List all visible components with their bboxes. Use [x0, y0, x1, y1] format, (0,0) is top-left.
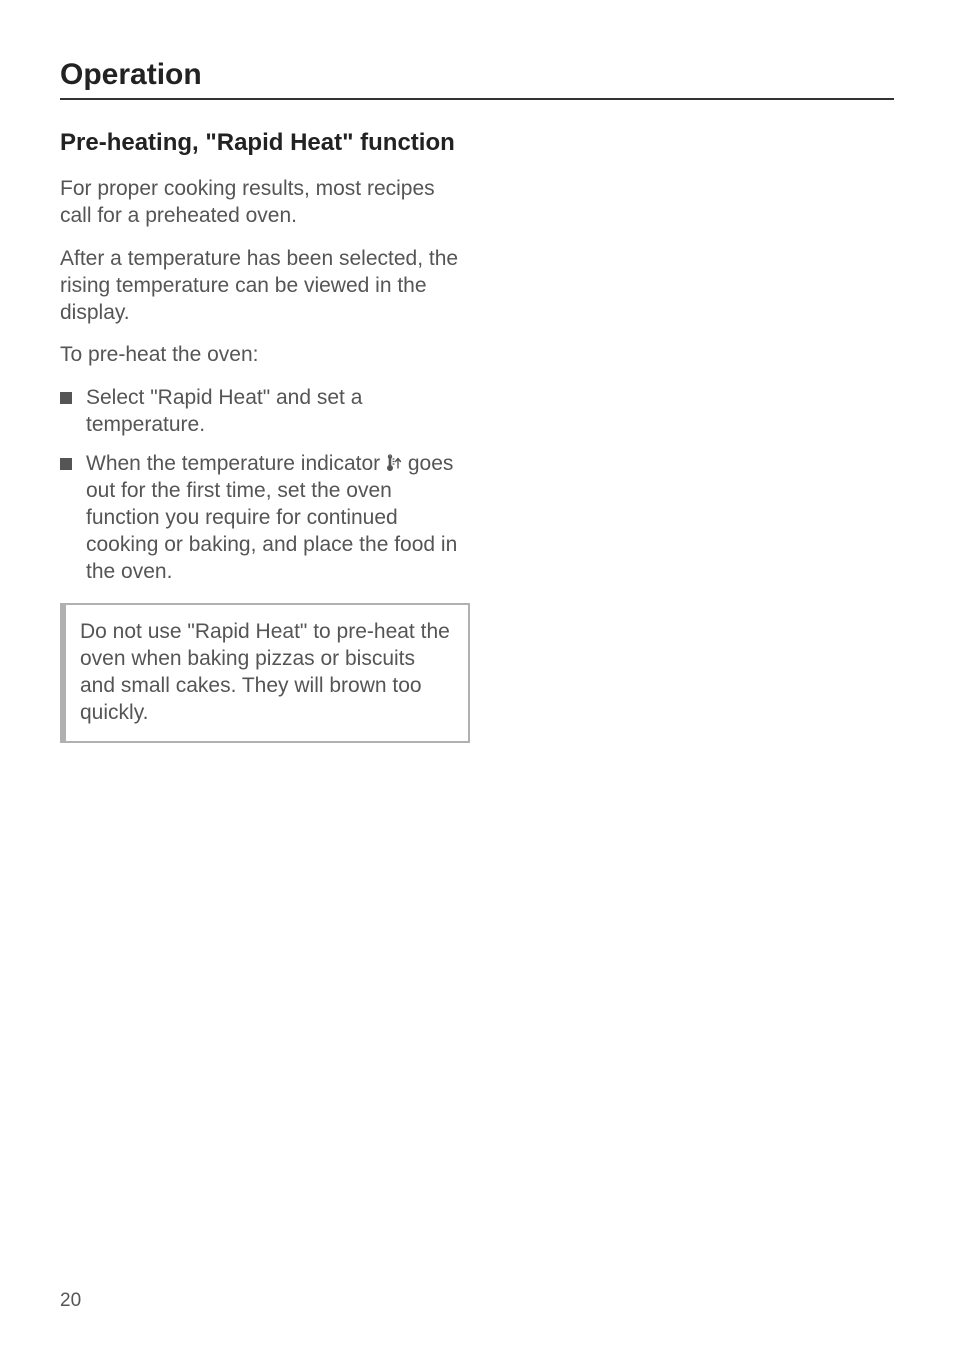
page-number: 20: [60, 1290, 81, 1312]
title-rule: [60, 98, 894, 100]
thermometer-rising-icon: [386, 453, 402, 471]
square-bullet-icon: [60, 392, 72, 404]
bullet-list: Select "Rapid Heat" and set a temperatur…: [60, 385, 470, 585]
list-item: When the temperature indicator goes out …: [60, 451, 470, 585]
content-column: Pre-heating, "Rapid Heat" function For p…: [60, 128, 470, 743]
paragraph: To pre-heat the oven:: [60, 342, 470, 369]
page-title: Operation: [60, 58, 894, 92]
square-bullet-icon: [60, 458, 72, 470]
list-item: Select "Rapid Heat" and set a temperatur…: [60, 385, 470, 439]
callout-box: Do not use "Rapid Heat" to pre-heat the …: [60, 603, 470, 743]
paragraph: For proper cooking results, most recipes…: [60, 176, 470, 230]
callout-text: Do not use "Rapid Heat" to pre-heat the …: [80, 620, 450, 724]
page: Operation Pre-heating, "Rapid Heat" func…: [0, 0, 954, 1352]
list-item-text-part: When the temperature indicator: [86, 452, 386, 475]
paragraph: After a temperature has been selected, t…: [60, 246, 470, 327]
list-item-text: Select "Rapid Heat" and set a temperatur…: [86, 386, 362, 436]
section-heading: Pre-heating, "Rapid Heat" function: [60, 128, 470, 158]
